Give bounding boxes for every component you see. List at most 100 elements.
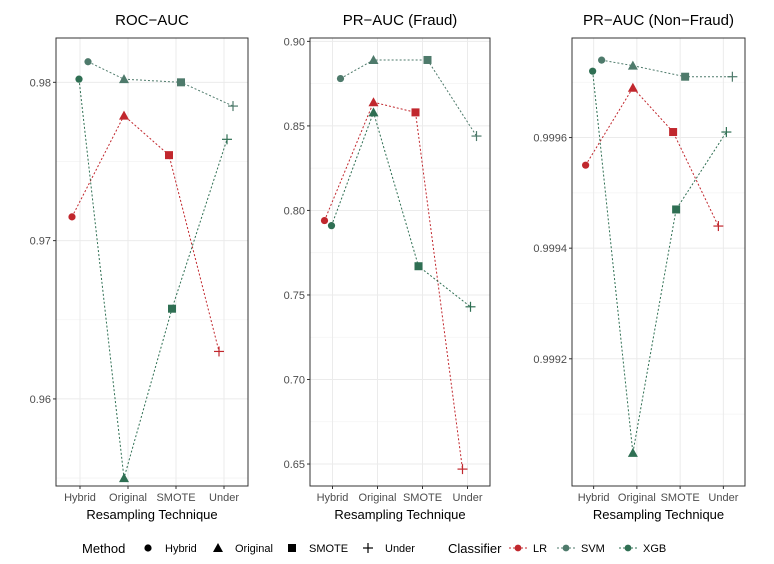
data-point-lr-under	[713, 221, 724, 232]
data-point-svm-under	[471, 131, 482, 142]
chart-panel-2: PR−AUC (Fraud) 0.65 0.70 0.75 0.80 0.85 0.90 Hy…	[284, 12, 491, 522]
legend-label-lr: LR	[533, 543, 547, 555]
data-point-lr-under	[214, 346, 224, 357]
legend-dot-lr	[514, 544, 522, 552]
data-point-lr-smote	[165, 151, 173, 160]
x-tick-label: Hybrid	[64, 492, 96, 504]
data-point-xgb-under	[465, 301, 476, 312]
data-point-lr-original-shape	[368, 97, 379, 107]
data-point-lr-hybrid-shape	[582, 161, 590, 169]
series-line-lr	[71, 114, 220, 352]
data-point-xgb-original	[368, 107, 379, 117]
data-point-lr-hybrid-shape	[68, 213, 76, 221]
data-point-lr-under	[457, 464, 468, 475]
legend-marker-smote-shape	[288, 544, 296, 552]
panel-title: ROC−AUC	[115, 12, 189, 29]
legend-marker-original-shape	[213, 543, 223, 552]
y-tick-label: 0.9996	[533, 133, 567, 145]
series-line-xgb	[592, 71, 727, 453]
series-line-xgb	[78, 79, 228, 479]
data-point-lr-original-shape	[627, 82, 638, 92]
panel-border	[571, 37, 746, 487]
y-tick-label: 0.9992	[533, 354, 567, 366]
data-point-lr-smote-shape	[411, 108, 420, 117]
panel-border	[55, 37, 249, 487]
data-point-xgb-hybrid-shape	[327, 222, 336, 230]
y-tick-label: 0.9994	[533, 243, 567, 255]
data-point-svm-smote	[681, 72, 690, 81]
chart-panel-1: ROC−AUC 0.96 0.97 0.98 Hybrid Original SMOTE Un…	[30, 12, 249, 522]
data-point-xgb-hybrid	[75, 75, 83, 83]
data-point-xgb-smote	[414, 262, 423, 271]
data-point-lr-hybrid	[68, 213, 76, 221]
data-point-svm-under	[228, 101, 238, 112]
data-point-svm-hybrid	[84, 58, 92, 66]
x-tick-label: Under	[708, 492, 738, 504]
data-point-xgb-under	[222, 134, 232, 145]
x-tick-label: Under	[209, 492, 239, 504]
series-line-svm	[87, 61, 234, 107]
x-tick-label: Hybrid	[317, 492, 349, 504]
legend-label-smote: SMOTE	[309, 543, 348, 555]
data-point-xgb-hybrid	[327, 222, 336, 230]
legend-label-svm: SVM	[581, 543, 605, 555]
y-tick-label: 0.97	[30, 236, 51, 248]
data-point-xgb-smote-shape	[414, 262, 423, 271]
legend-marker-smote	[288, 544, 296, 552]
x-axis-title: Resampling Technique	[86, 507, 217, 522]
data-point-svm-smote-shape	[681, 72, 690, 81]
data-point-xgb-smote-shape	[672, 205, 681, 214]
x-tick-label: Hybrid	[578, 492, 610, 504]
data-point-lr-original	[119, 110, 129, 120]
y-tick-label: 0.75	[284, 290, 305, 302]
data-point-lr-hybrid	[320, 216, 329, 225]
data-point-xgb-hybrid-shape	[75, 75, 83, 83]
legend: Method Hybrid Original SMOTE Under Classifi…	[82, 541, 666, 556]
legend-dot-xgb	[624, 544, 632, 552]
panel-title: PR−AUC (Non−Fraud)	[583, 12, 734, 29]
data-point-svm-hybrid	[598, 56, 606, 64]
data-point-svm-original-shape	[627, 60, 638, 70]
data-point-xgb-hybrid-shape	[589, 67, 597, 75]
series-line-svm	[340, 59, 477, 137]
chart-panel-3: PR−AUC (Non−Fraud) 0.9992 0.9994 0.9996 Hybr…	[533, 12, 746, 522]
legend-classifier-title: Classifier	[448, 541, 502, 556]
x-tick-label: Original	[109, 492, 147, 504]
legend-marker-under	[363, 543, 373, 553]
legend-label-xgb: XGB	[643, 543, 666, 555]
x-tick-label: Under	[453, 492, 483, 504]
data-point-xgb-smote	[168, 304, 176, 313]
data-point-lr-original	[368, 97, 379, 107]
series-line-lr	[324, 101, 463, 470]
legend-dot-svm	[562, 544, 570, 552]
data-point-xgb-smote	[672, 205, 681, 214]
data-point-svm-smote	[423, 55, 432, 64]
data-point-xgb-original	[627, 447, 638, 457]
data-point-svm-smote-shape	[423, 55, 432, 64]
data-point-xgb-original	[119, 473, 129, 483]
data-point-svm-hybrid	[336, 74, 345, 83]
data-point-svm-original	[119, 74, 129, 84]
data-point-svm-original-shape	[368, 54, 379, 64]
series-line-xgb	[331, 110, 471, 308]
x-tick-label: SMOTE	[661, 492, 700, 504]
data-point-svm-under	[727, 71, 738, 82]
series-line-lr	[585, 86, 719, 227]
data-point-lr-hybrid	[582, 161, 590, 169]
data-point-svm-hybrid-shape	[84, 58, 92, 66]
x-tick-label: SMOTE	[403, 492, 442, 504]
data-point-lr-original-shape	[119, 110, 129, 120]
data-point-xgb-smote-shape	[168, 304, 176, 313]
data-point-lr-hybrid-shape	[320, 216, 329, 225]
panel-title: PR−AUC (Fraud)	[343, 12, 458, 29]
legend-methods: Hybrid Original SMOTE Under	[144, 543, 415, 555]
legend-label-original: Original	[235, 543, 273, 555]
data-point-svm-original	[627, 60, 638, 70]
y-tick-label: 0.80	[284, 205, 305, 217]
chart-panels: ROC−AUC 0.96 0.97 0.98 Hybrid Original SMOTE Un…	[30, 12, 746, 522]
y-tick-label: 0.90	[284, 36, 305, 48]
y-tick-label: 0.96	[30, 394, 51, 406]
legend-marker-original	[213, 543, 223, 552]
data-point-xgb-original-shape	[627, 447, 638, 457]
